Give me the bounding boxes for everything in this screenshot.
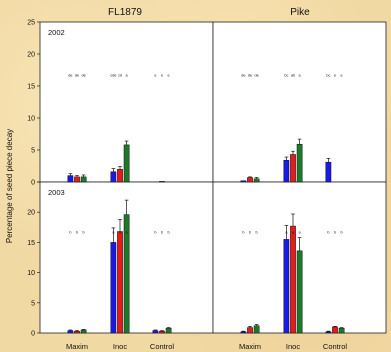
column-title-fl1879: FL1879	[108, 7, 142, 18]
significance-letter-fl1879-2003-control-0: b	[154, 231, 156, 235]
significance-letter-fl1879-2003-maxim-2: b	[83, 231, 85, 235]
plot-area: 0 5 10 15 20 25 2002 0 5 10 15 20 2003 Maxim Inoc Contr…	[27, 20, 387, 351]
significance-letter-pike-2002-control-0: bc	[326, 74, 330, 78]
bar-fl1879-2003-control-2	[165, 327, 172, 334]
bar-fl1879-2002-maxim-0	[67, 175, 74, 183]
bar-fl1879-2003-maxim-1	[74, 330, 80, 334]
significance-letter-pike-2003-maxim-0: b	[242, 231, 244, 235]
bar-pike-2003-control-0	[325, 331, 332, 334]
significance-letter-fl1879-2003-inoc-2: a	[126, 231, 129, 235]
bar-pike-2002-maxim-2	[253, 178, 260, 183]
bar-pike-2002-inoc-0	[283, 159, 290, 183]
significance-letter-pike-2003-control-0: b	[327, 231, 329, 235]
significance-letter-pike-2002-control-2: e	[341, 74, 343, 78]
bar-fl1879-2003-inoc-1	[117, 231, 123, 334]
significance-letter-fl1879-2002-maxim-2: de	[81, 74, 85, 78]
significance-letter-pike-2003-maxim-1: b	[249, 231, 251, 235]
bar-pike-2003-inoc-2	[296, 250, 303, 334]
y-tick-label-2003-0: 0	[31, 331, 35, 338]
significance-letter-fl1879-2003-inoc-0: a	[112, 231, 115, 235]
y-tick-label-2003-15: 15	[27, 240, 35, 247]
bar-pike-2003-inoc-1	[290, 225, 296, 334]
bar-pike-2003-control-2	[338, 327, 345, 334]
significance-letter-fl1879-2002-control-0: e	[154, 74, 156, 78]
significance-letter-pike-2003-control-2: b	[341, 231, 343, 235]
year-label-2002: 2002	[48, 28, 65, 37]
bar-fl1879-2003-maxim-0	[67, 330, 74, 334]
y-tick-label-2002-5: 5	[31, 148, 35, 155]
bar-pike-2002-maxim-1	[247, 177, 253, 183]
significance-letter-pike-2002-inoc-0: bc	[284, 74, 288, 78]
year-label-2003: 2003	[48, 188, 65, 197]
significance-letter-pike-2002-inoc-2: a	[299, 74, 302, 78]
significance-letter-fl1879-2003-maxim-1: b	[76, 231, 78, 235]
significance-letter-pike-2003-maxim-2: b	[256, 231, 258, 235]
significance-letter-fl1879-2002-maxim-1: de	[75, 74, 79, 78]
x-tick-label-fl1879-inoc: Inoc	[113, 342, 127, 351]
significance-letter-fl1879-2002-maxim-0: de	[68, 74, 72, 78]
significance-letter-fl1879-2002-inoc-2: a	[126, 74, 129, 78]
y-tick-label-2002-25: 25	[27, 20, 35, 27]
significance-letter-pike-2002-maxim-2: de	[254, 74, 258, 78]
y-tick-label-2002-15: 15	[27, 84, 35, 91]
bar-pike-2003-control-1	[332, 326, 338, 334]
bar-fl1879-2003-control-1	[159, 330, 165, 334]
bar-pike-2003-maxim-1	[247, 327, 253, 334]
bar-pike-2002-inoc-2	[296, 143, 303, 183]
bar-pike-2003-maxim-0	[240, 331, 247, 334]
bar-pike-2002-inoc-1	[290, 154, 296, 183]
significance-letter-pike-2002-maxim-0: de	[241, 74, 245, 78]
bar-fl1879-2002-inoc-2	[123, 144, 130, 183]
significance-letter-fl1879-2003-maxim-0: b	[69, 231, 71, 235]
significance-letter-pike-2002-inoc-1: ab	[291, 74, 295, 78]
bar-fl1879-2003-control-0	[152, 330, 159, 334]
significance-letter-fl1879-2002-inoc-0: cde	[110, 74, 116, 78]
significance-letter-pike-2002-maxim-1: de	[248, 74, 252, 78]
bar-fl1879-2002-inoc-0	[110, 171, 117, 183]
y-axis-label: Percentage of seed piece decay	[5, 129, 14, 243]
y-tick-label-2002-10: 10	[27, 116, 35, 123]
bar-fl1879-2002-maxim-1	[74, 176, 80, 183]
x-tick-label-pike-inoc: Inoc	[286, 342, 300, 351]
significance-letter-pike-2003-inoc-0: a	[285, 231, 288, 235]
significance-letter-pike-2003-control-1: b	[334, 231, 336, 235]
significance-letter-fl1879-2002-control-2: e	[168, 74, 170, 78]
y-tick-label-2003-20: 20	[27, 210, 35, 217]
bar-fl1879-2002-maxim-2	[80, 176, 87, 183]
significance-letter-fl1879-2002-control-1: e	[161, 74, 163, 78]
x-tick-label-fl1879-maxim: Maxim	[66, 342, 88, 351]
y-tick-label-2002-0: 0	[31, 180, 35, 187]
bar-pike-2002-control-0	[325, 161, 332, 183]
bar-pike-2003-inoc-0	[283, 239, 290, 334]
y-tick-label-2003-5: 5	[31, 300, 35, 307]
significance-letter-fl1879-2003-control-2: b	[168, 231, 170, 235]
bar-fl1879-2002-inoc-1	[117, 168, 123, 183]
y-tick-label-2003-10: 10	[27, 270, 35, 277]
bar-fl1879-2003-maxim-2	[80, 329, 87, 334]
significance-letter-pike-2002-control-1: e	[334, 74, 336, 78]
bar-fl1879-2003-inoc-0	[110, 242, 117, 334]
bar-fl1879-2002-control-1	[159, 181, 165, 183]
x-tick-label-fl1879-control: Control	[150, 342, 175, 351]
significance-letter-fl1879-2002-inoc-1: cd	[118, 74, 122, 78]
bar-pike-2002-maxim-0	[240, 180, 247, 183]
column-title-pike: Pike	[290, 7, 310, 18]
x-tick-label-pike-control: Control	[323, 342, 348, 351]
significance-letter-fl1879-2003-control-1: b	[161, 231, 163, 235]
significance-letter-pike-2003-inoc-1: a	[292, 231, 295, 235]
x-tick-label-pike-maxim: Maxim	[239, 342, 261, 351]
bar-pike-2003-maxim-2	[253, 325, 260, 334]
y-tick-label-2002-20: 20	[27, 52, 35, 59]
significance-letter-pike-2003-inoc-2: a	[299, 231, 302, 235]
significance-letter-fl1879-2003-inoc-1: a	[119, 231, 122, 235]
